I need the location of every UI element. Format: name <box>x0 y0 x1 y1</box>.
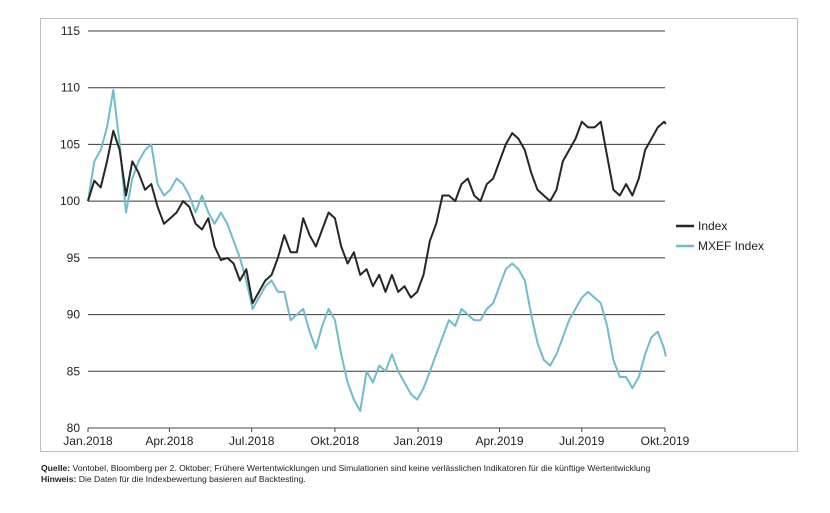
x-tick-label: Jan.2018 <box>63 434 113 448</box>
x-axis-ticks: Jan.2018 Apr.2018 Jul.2018 Okt.2018 Jan.2019… <box>63 428 690 448</box>
source-text: Vontobel, Bloomberg per 2. Oktober; Früh… <box>70 463 651 473</box>
series-line-mxef-index <box>87 89 667 412</box>
y-tick-label: 90 <box>67 308 81 322</box>
legend-label: MXEF Index <box>698 239 764 253</box>
x-tick-label: Apr.2018 <box>145 434 193 448</box>
note-text: Die Daten für die Indexbewertung basiere… <box>76 474 306 484</box>
y-tick-label: 105 <box>60 137 80 151</box>
x-tick-label: Jan.2019 <box>393 434 443 448</box>
source-label: Quelle: <box>41 463 71 473</box>
chart-frame <box>40 18 798 452</box>
legend: Index MXEF Index <box>676 219 764 253</box>
y-tick-label: 100 <box>60 194 80 208</box>
y-tick-label: 80 <box>67 421 81 435</box>
y-tick-label: 95 <box>67 251 81 265</box>
footnotes: Quelle: Vontobel, Bloomberg per 2. Oktob… <box>41 463 821 485</box>
y-tick-label: 85 <box>67 364 81 378</box>
x-tick-label: Okt.2019 <box>641 434 690 448</box>
gridlines <box>88 30 665 429</box>
y-tick-label: 110 <box>61 81 80 95</box>
x-tick-label: Jul.2019 <box>559 434 605 448</box>
note-label: Hinweis: <box>41 474 77 484</box>
x-tick-label: Apr.2019 <box>475 434 523 448</box>
x-tick-label: Okt.2018 <box>311 434 360 448</box>
source-note: Quelle: Vontobel, Bloomberg per 2. Oktob… <box>41 463 821 474</box>
legend-label: Index <box>698 219 727 233</box>
hint-note: Hinweis: Die Daten für die Indexbewertun… <box>41 474 821 485</box>
series-lines <box>87 89 667 412</box>
line-chart: 80 85 90 95 100 105 110 115 Jan.2018 Apr.2018 Jul… <box>60 24 764 448</box>
x-tick-label: Jul.2018 <box>229 434 275 448</box>
y-axis-ticks: 80 85 90 95 100 105 110 115 <box>60 24 80 435</box>
series-line-index <box>87 120 667 305</box>
y-tick-label: 115 <box>61 24 80 38</box>
